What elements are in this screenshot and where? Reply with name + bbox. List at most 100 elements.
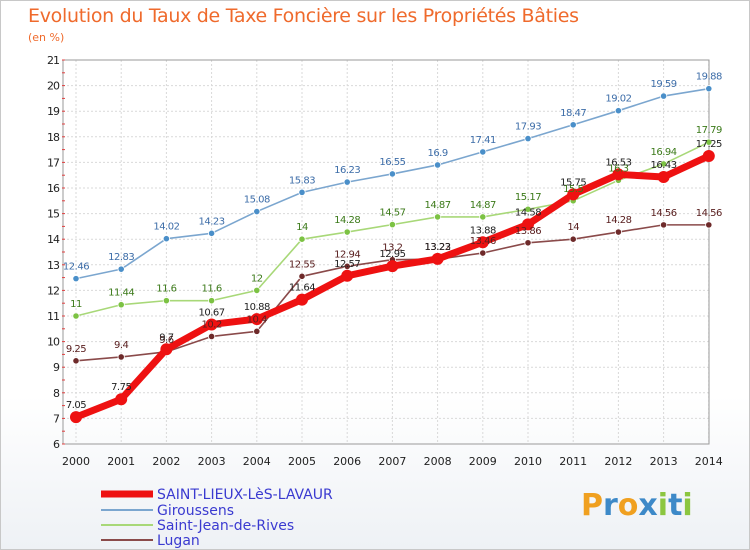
data-label: 17.79: [696, 125, 722, 136]
y-tick-label: 20: [47, 80, 60, 93]
logo-letter: t: [668, 488, 683, 523]
data-point: [117, 301, 125, 309]
data-point: [160, 343, 173, 356]
data-label: 9.4: [114, 340, 129, 351]
legend: SAINT-LIEUX-LèS-LAVAURGiroussensSaint-Je…: [101, 487, 333, 549]
data-point: [253, 327, 261, 335]
data-label: 12.46: [63, 262, 89, 273]
data-point: [705, 138, 713, 146]
data-label: 14: [567, 222, 579, 233]
data-point: [162, 297, 170, 305]
data-point: [296, 293, 308, 306]
data-label: 14.02: [153, 222, 179, 233]
data-point: [388, 170, 396, 178]
x-tick-label: 2013: [650, 455, 678, 468]
data-point: [208, 229, 216, 237]
legend-label: Saint-Jean-de-Rives: [157, 518, 294, 534]
data-label: 14.58: [515, 207, 541, 218]
data-point: [72, 275, 80, 283]
data-point: [479, 249, 487, 257]
data-point: [614, 228, 623, 236]
data-point: [524, 134, 532, 143]
data-label: 10.67: [199, 307, 225, 318]
data-point: [208, 332, 216, 341]
data-label: 13.2: [382, 243, 402, 254]
data-point: [250, 313, 263, 326]
data-point: [343, 228, 351, 236]
data-point: [705, 221, 713, 229]
proxiti-logo: Proxiti: [581, 488, 693, 523]
chart-unit: (en %): [28, 31, 65, 44]
logo-letter: i: [682, 488, 693, 523]
y-tick-label: 21: [47, 54, 59, 67]
data-point: [612, 168, 625, 181]
data-label: 12: [251, 273, 263, 284]
data-point: [72, 357, 80, 365]
x-tick-label: 2003: [198, 455, 226, 468]
data-label: 9.6: [159, 335, 174, 346]
chart-title: Evolution du Taux de Taxe Foncière sur l…: [28, 5, 579, 27]
x-tick-label: 2011: [559, 455, 587, 468]
data-label: 13.86: [515, 226, 541, 237]
y-tick-label: 7: [53, 412, 60, 425]
y-tick-label: 16: [47, 182, 60, 195]
legend-label: Lugan: [157, 533, 200, 549]
data-label: 13.88: [470, 225, 496, 236]
data-label: 11.6: [201, 284, 221, 295]
data-point: [341, 269, 354, 282]
data-label: 17.25: [696, 139, 722, 150]
data-label: 9.25: [66, 344, 86, 355]
x-tick-label: 2000: [62, 455, 90, 468]
y-tick-label: 10: [47, 336, 60, 349]
y-tick-label: 14: [47, 233, 60, 246]
data-label: 15.83: [289, 175, 315, 186]
logo-letter: P: [581, 488, 603, 523]
data-point: [476, 236, 489, 249]
data-point: [614, 107, 623, 115]
data-point: [298, 272, 306, 280]
data-label: 16.55: [379, 157, 405, 168]
x-tick-label: 2004: [243, 455, 271, 468]
data-label: 11.64: [289, 283, 315, 294]
logo-letter: x: [638, 488, 658, 523]
y-tick-label: 12: [47, 284, 59, 297]
data-point: [253, 207, 261, 216]
data-point: [702, 150, 715, 162]
data-point: [479, 213, 487, 221]
data-point: [433, 161, 442, 169]
data-point: [569, 121, 577, 129]
x-tick-label: 2008: [424, 455, 452, 468]
data-point: [386, 260, 399, 273]
y-tick-label: 15: [47, 208, 60, 221]
data-label: 10.2: [201, 319, 221, 330]
data-label: 14.28: [605, 215, 631, 226]
data-label: 14.28: [334, 215, 360, 226]
data-point: [117, 353, 125, 361]
data-label: 12.83: [108, 252, 134, 263]
data-label: 13.23: [425, 242, 451, 253]
logo-letter: r: [603, 488, 618, 523]
data-label: 11.44: [108, 288, 134, 299]
y-tick-label: 17: [47, 156, 60, 169]
data-label: 14.56: [696, 208, 722, 219]
data-label: 12.94: [334, 249, 360, 260]
data-label: 10.88: [244, 302, 270, 313]
x-tick-label: 2006: [333, 455, 361, 468]
data-label: 16.94: [651, 147, 677, 158]
data-point: [659, 221, 668, 229]
data-point: [479, 148, 487, 156]
x-tick-label: 2007: [378, 455, 406, 468]
data-label: 11: [70, 299, 82, 310]
data-point: [659, 92, 668, 100]
data-label: 14.57: [379, 208, 405, 219]
x-tick-label: 2014: [695, 455, 723, 468]
data-point: [524, 205, 532, 213]
data-label: 9.7: [159, 332, 174, 343]
data-label: 13.46: [470, 236, 496, 247]
data-point: [524, 239, 532, 247]
y-tick-label: 8: [53, 387, 60, 400]
data-point: [659, 160, 668, 168]
x-tick-label: 2009: [469, 455, 497, 468]
data-point: [343, 262, 351, 270]
